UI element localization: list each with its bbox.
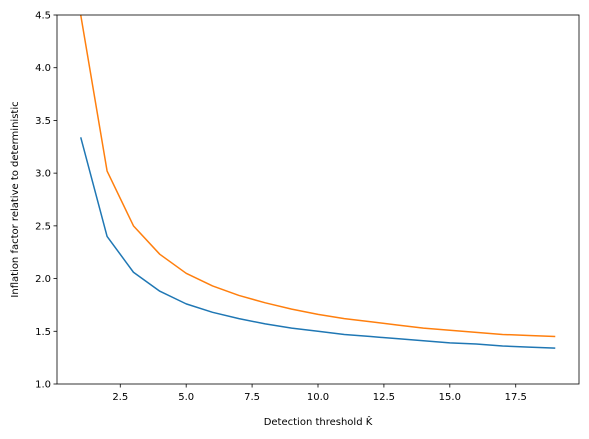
x-tick-label: 15.0 [439, 392, 461, 403]
x-tick-label: 10.0 [307, 392, 329, 403]
series-line-1 [80, 137, 556, 349]
y-axis: 1.0 1.5 2.0 2.5 3.0 3.5 4.0 4.5 [35, 11, 57, 391]
y-tick-label: 4.0 [35, 63, 51, 74]
y-tick-label: 4.5 [35, 11, 51, 22]
series-layer [79, 15, 556, 349]
y-tick-label: 1.5 [35, 327, 51, 338]
x-tick-label: 5.0 [178, 392, 194, 403]
x-axis-label: Detection threshold K̂ [264, 415, 373, 428]
y-tick-label: 2.0 [35, 274, 51, 285]
y-tick-label: 3.5 [35, 116, 51, 127]
x-tick-label: 2.5 [112, 392, 128, 403]
y-tick-label: 1.0 [35, 380, 51, 391]
y-tick-label: 2.5 [35, 221, 51, 232]
x-tick-label: 17.5 [505, 392, 527, 403]
series-line-2 [79, 15, 556, 338]
y-tick-label: 3.0 [35, 169, 51, 180]
x-tick-label: 12.5 [373, 392, 395, 403]
x-tick-label: 7.5 [244, 392, 260, 403]
y-axis-label: Inflation factor relative to determinist… [10, 101, 21, 297]
x-axis: 2.5 5.0 7.5 10.0 12.5 15.0 17.5 [112, 384, 527, 403]
